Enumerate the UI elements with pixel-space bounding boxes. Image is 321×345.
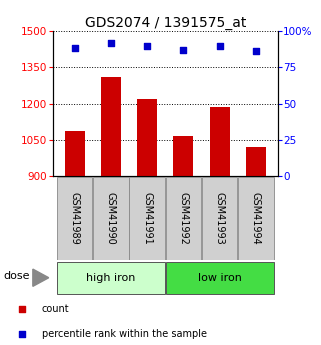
Bar (65, 131, 85, 176)
FancyBboxPatch shape (93, 177, 129, 260)
FancyBboxPatch shape (166, 177, 201, 260)
Bar (173, 136, 193, 176)
Title: GDS2074 / 1391575_at: GDS2074 / 1391575_at (85, 16, 246, 30)
Text: low iron: low iron (198, 273, 242, 283)
Bar (210, 107, 230, 176)
Point (253, 49, 258, 54)
FancyBboxPatch shape (202, 177, 238, 260)
Bar (101, 77, 121, 176)
Point (181, 47, 186, 53)
FancyBboxPatch shape (57, 262, 165, 294)
Point (145, 43, 150, 48)
FancyBboxPatch shape (129, 177, 165, 260)
Text: GSM41994: GSM41994 (251, 192, 261, 245)
Point (20, 331, 25, 337)
Polygon shape (33, 269, 49, 286)
Text: count: count (42, 304, 69, 314)
Text: GSM41992: GSM41992 (178, 192, 188, 245)
Text: GSM41990: GSM41990 (106, 192, 116, 245)
Text: high iron: high iron (86, 273, 136, 283)
Text: GSM41991: GSM41991 (142, 192, 152, 245)
Text: percentile rank within the sample: percentile rank within the sample (42, 329, 207, 339)
FancyBboxPatch shape (166, 262, 274, 294)
Bar (137, 99, 157, 176)
Point (72, 46, 77, 51)
FancyBboxPatch shape (57, 177, 92, 260)
Text: GSM41993: GSM41993 (215, 192, 225, 245)
Point (20, 306, 25, 312)
FancyBboxPatch shape (238, 177, 274, 260)
Point (108, 40, 114, 46)
Bar (246, 147, 266, 176)
Text: dose: dose (3, 271, 30, 281)
Point (217, 43, 222, 48)
Text: GSM41989: GSM41989 (70, 192, 80, 245)
